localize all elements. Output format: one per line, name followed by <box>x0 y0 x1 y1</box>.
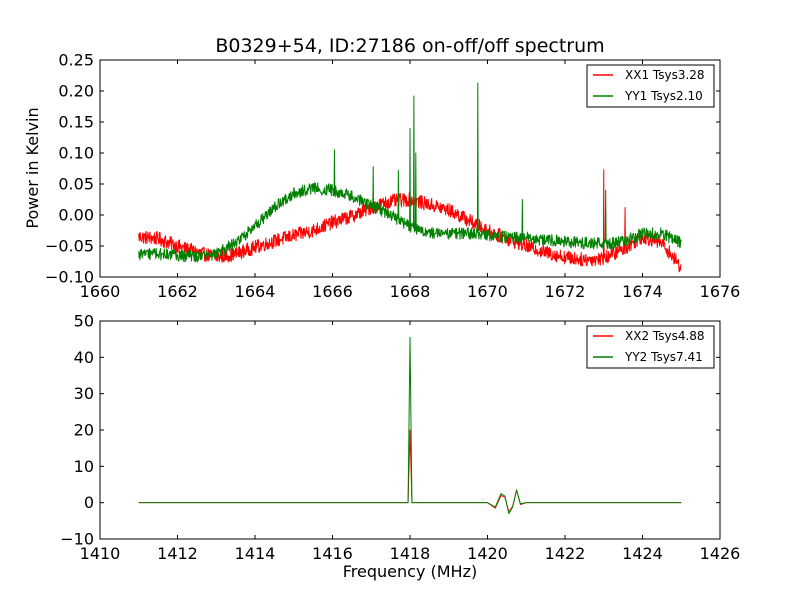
legend-label-yy1: YY1 Tsys2.10 <box>624 89 703 103</box>
y-tick-label: 10 <box>74 457 94 476</box>
bottom-series-group <box>138 336 682 515</box>
x-tick-label: 1660 <box>80 282 121 301</box>
x-tick-label: 1674 <box>622 282 663 301</box>
bottom-legend-box <box>586 325 715 369</box>
top-series-group <box>138 82 682 273</box>
x-tick-label: 1420 <box>467 544 508 563</box>
series-line-yy1 <box>138 82 682 263</box>
y-tick-label: 40 <box>74 348 94 367</box>
top-subplot: B0329+54, ID:27186 on-off/off spectrum 1… <box>23 35 740 301</box>
top-legend: XX1 Tsys3.28 YY1 Tsys2.10 <box>586 64 715 108</box>
x-tick-label: 1414 <box>235 544 276 563</box>
bottom-x-axis-label: Frequency (MHz) <box>343 562 477 581</box>
legend-label-yy2: YY2 Tsys7.41 <box>624 350 703 364</box>
x-tick-label: 1418 <box>390 544 431 563</box>
x-tick-label: 1668 <box>390 282 431 301</box>
x-tick-label: 1662 <box>157 282 198 301</box>
y-tick-label: 30 <box>74 384 94 403</box>
top-x-ticks: 1660 1662 1664 1666 1668 1670 1672 1674 1676 <box>80 60 741 301</box>
bottom-subplot: 1410 1412 1414 1416 1418 1420 1422 1424 1426 50 4… <box>60 312 740 582</box>
chart-title: B0329+54, ID:27186 on-off/off spectrum <box>215 35 604 57</box>
y-tick-label: 0.00 <box>58 206 94 225</box>
y-tick-label: 0 <box>84 493 94 512</box>
x-tick-label: 1664 <box>235 282 276 301</box>
legend-label-xx1: XX1 Tsys3.28 <box>625 68 705 82</box>
series-line-yy2 <box>138 336 682 515</box>
x-tick-label: 1410 <box>80 544 121 563</box>
x-tick-label: 1670 <box>467 282 508 301</box>
y-tick-label: 0.05 <box>58 175 94 194</box>
top-y-axis-label: Power in Kelvin <box>23 107 42 228</box>
x-tick-label: 1424 <box>622 544 663 563</box>
x-tick-label: 1666 <box>312 282 353 301</box>
y-tick-label: 0.10 <box>58 144 94 163</box>
top-legend-box <box>586 64 715 108</box>
x-tick-label: 1426 <box>700 544 741 563</box>
x-tick-label: 1422 <box>545 544 586 563</box>
y-tick-label: 50 <box>74 312 94 331</box>
legend-label-xx2: XX2 Tsys4.88 <box>625 329 705 343</box>
bottom-legend: XX2 Tsys4.88 YY2 Tsys7.41 <box>586 325 715 369</box>
x-tick-label: 1412 <box>157 544 198 563</box>
y-tick-label: −0.10 <box>45 268 94 287</box>
x-tick-label: 1672 <box>545 282 586 301</box>
y-tick-label: 0.20 <box>58 82 94 101</box>
y-tick-label: 20 <box>74 421 94 440</box>
top-y-ticks: 0.25 0.20 0.15 0.10 0.05 0.00 −0.05 −0.10 <box>45 51 720 287</box>
bottom-x-ticks: 1410 1412 1414 1416 1418 1420 1422 1424 1426 <box>80 321 741 563</box>
x-tick-label: 1416 <box>312 544 353 563</box>
bottom-y-ticks: 50 40 30 20 10 0 −10 <box>60 312 720 549</box>
y-tick-label: −0.05 <box>45 237 94 256</box>
y-tick-label: 0.15 <box>58 113 94 132</box>
y-tick-label: −10 <box>60 530 94 549</box>
y-tick-label: 0.25 <box>58 51 94 70</box>
x-tick-label: 1676 <box>700 282 741 301</box>
